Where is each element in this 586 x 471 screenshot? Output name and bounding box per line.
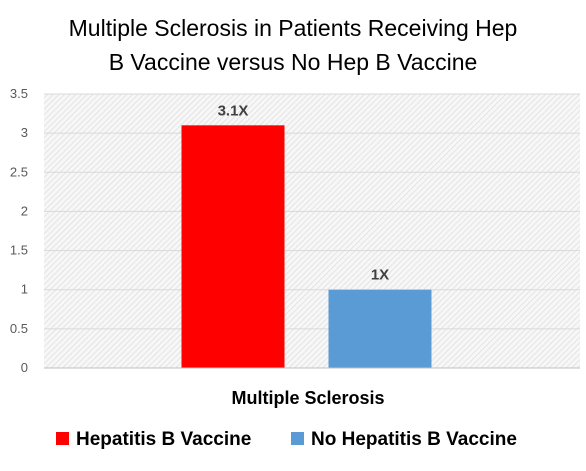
y-tick-label: 3 <box>21 125 28 140</box>
bar-hepatitis-b-vaccine <box>181 125 285 368</box>
bar-no-hepatitis-b-vaccine <box>328 289 432 368</box>
legend-label-no-hep-b-vaccine: No Hepatitis B Vaccine <box>311 429 517 450</box>
legend-swatch-hep-b-vaccine <box>56 432 69 445</box>
legend-item-no-hep-b-vaccine: No Hepatitis B Vaccine <box>291 429 517 450</box>
chart-title-line-2: B Vaccine versus No Hep B Vaccine <box>109 49 478 75</box>
chart-title-line-1: Multiple Sclerosis in Patients Receiving… <box>69 15 518 41</box>
bars <box>181 125 432 368</box>
data-labels: 3.1X 1X <box>218 102 390 283</box>
y-tick-label: 2.5 <box>10 164 28 179</box>
legend: Hepatitis B Vaccine No Hepatitis B Vacci… <box>56 429 517 450</box>
gridlines <box>44 93 580 330</box>
y-tick-label: 0 <box>21 360 28 375</box>
y-tick-label: 1.5 <box>10 243 28 258</box>
legend-label-hep-b-vaccine: Hepatitis B Vaccine <box>76 429 251 450</box>
y-axis-tick-labels: 0 0.5 1 1.5 2 2.5 3 3.5 <box>10 86 28 375</box>
y-tick-label: 1 <box>21 282 28 297</box>
plot-area-background <box>44 94 580 368</box>
data-label-hepatitis-b-vaccine: 3.1X <box>218 102 249 119</box>
legend-item-hep-b-vaccine: Hepatitis B Vaccine <box>56 429 251 450</box>
x-category-label: Multiple Sclerosis <box>231 388 384 408</box>
y-tick-label: 2 <box>21 203 28 218</box>
data-label-no-hepatitis-b-vaccine: 1X <box>371 267 389 284</box>
y-tick-label: 3.5 <box>10 86 28 101</box>
legend-swatch-no-hep-b-vaccine <box>291 432 304 445</box>
y-tick-label: 0.5 <box>10 321 28 336</box>
